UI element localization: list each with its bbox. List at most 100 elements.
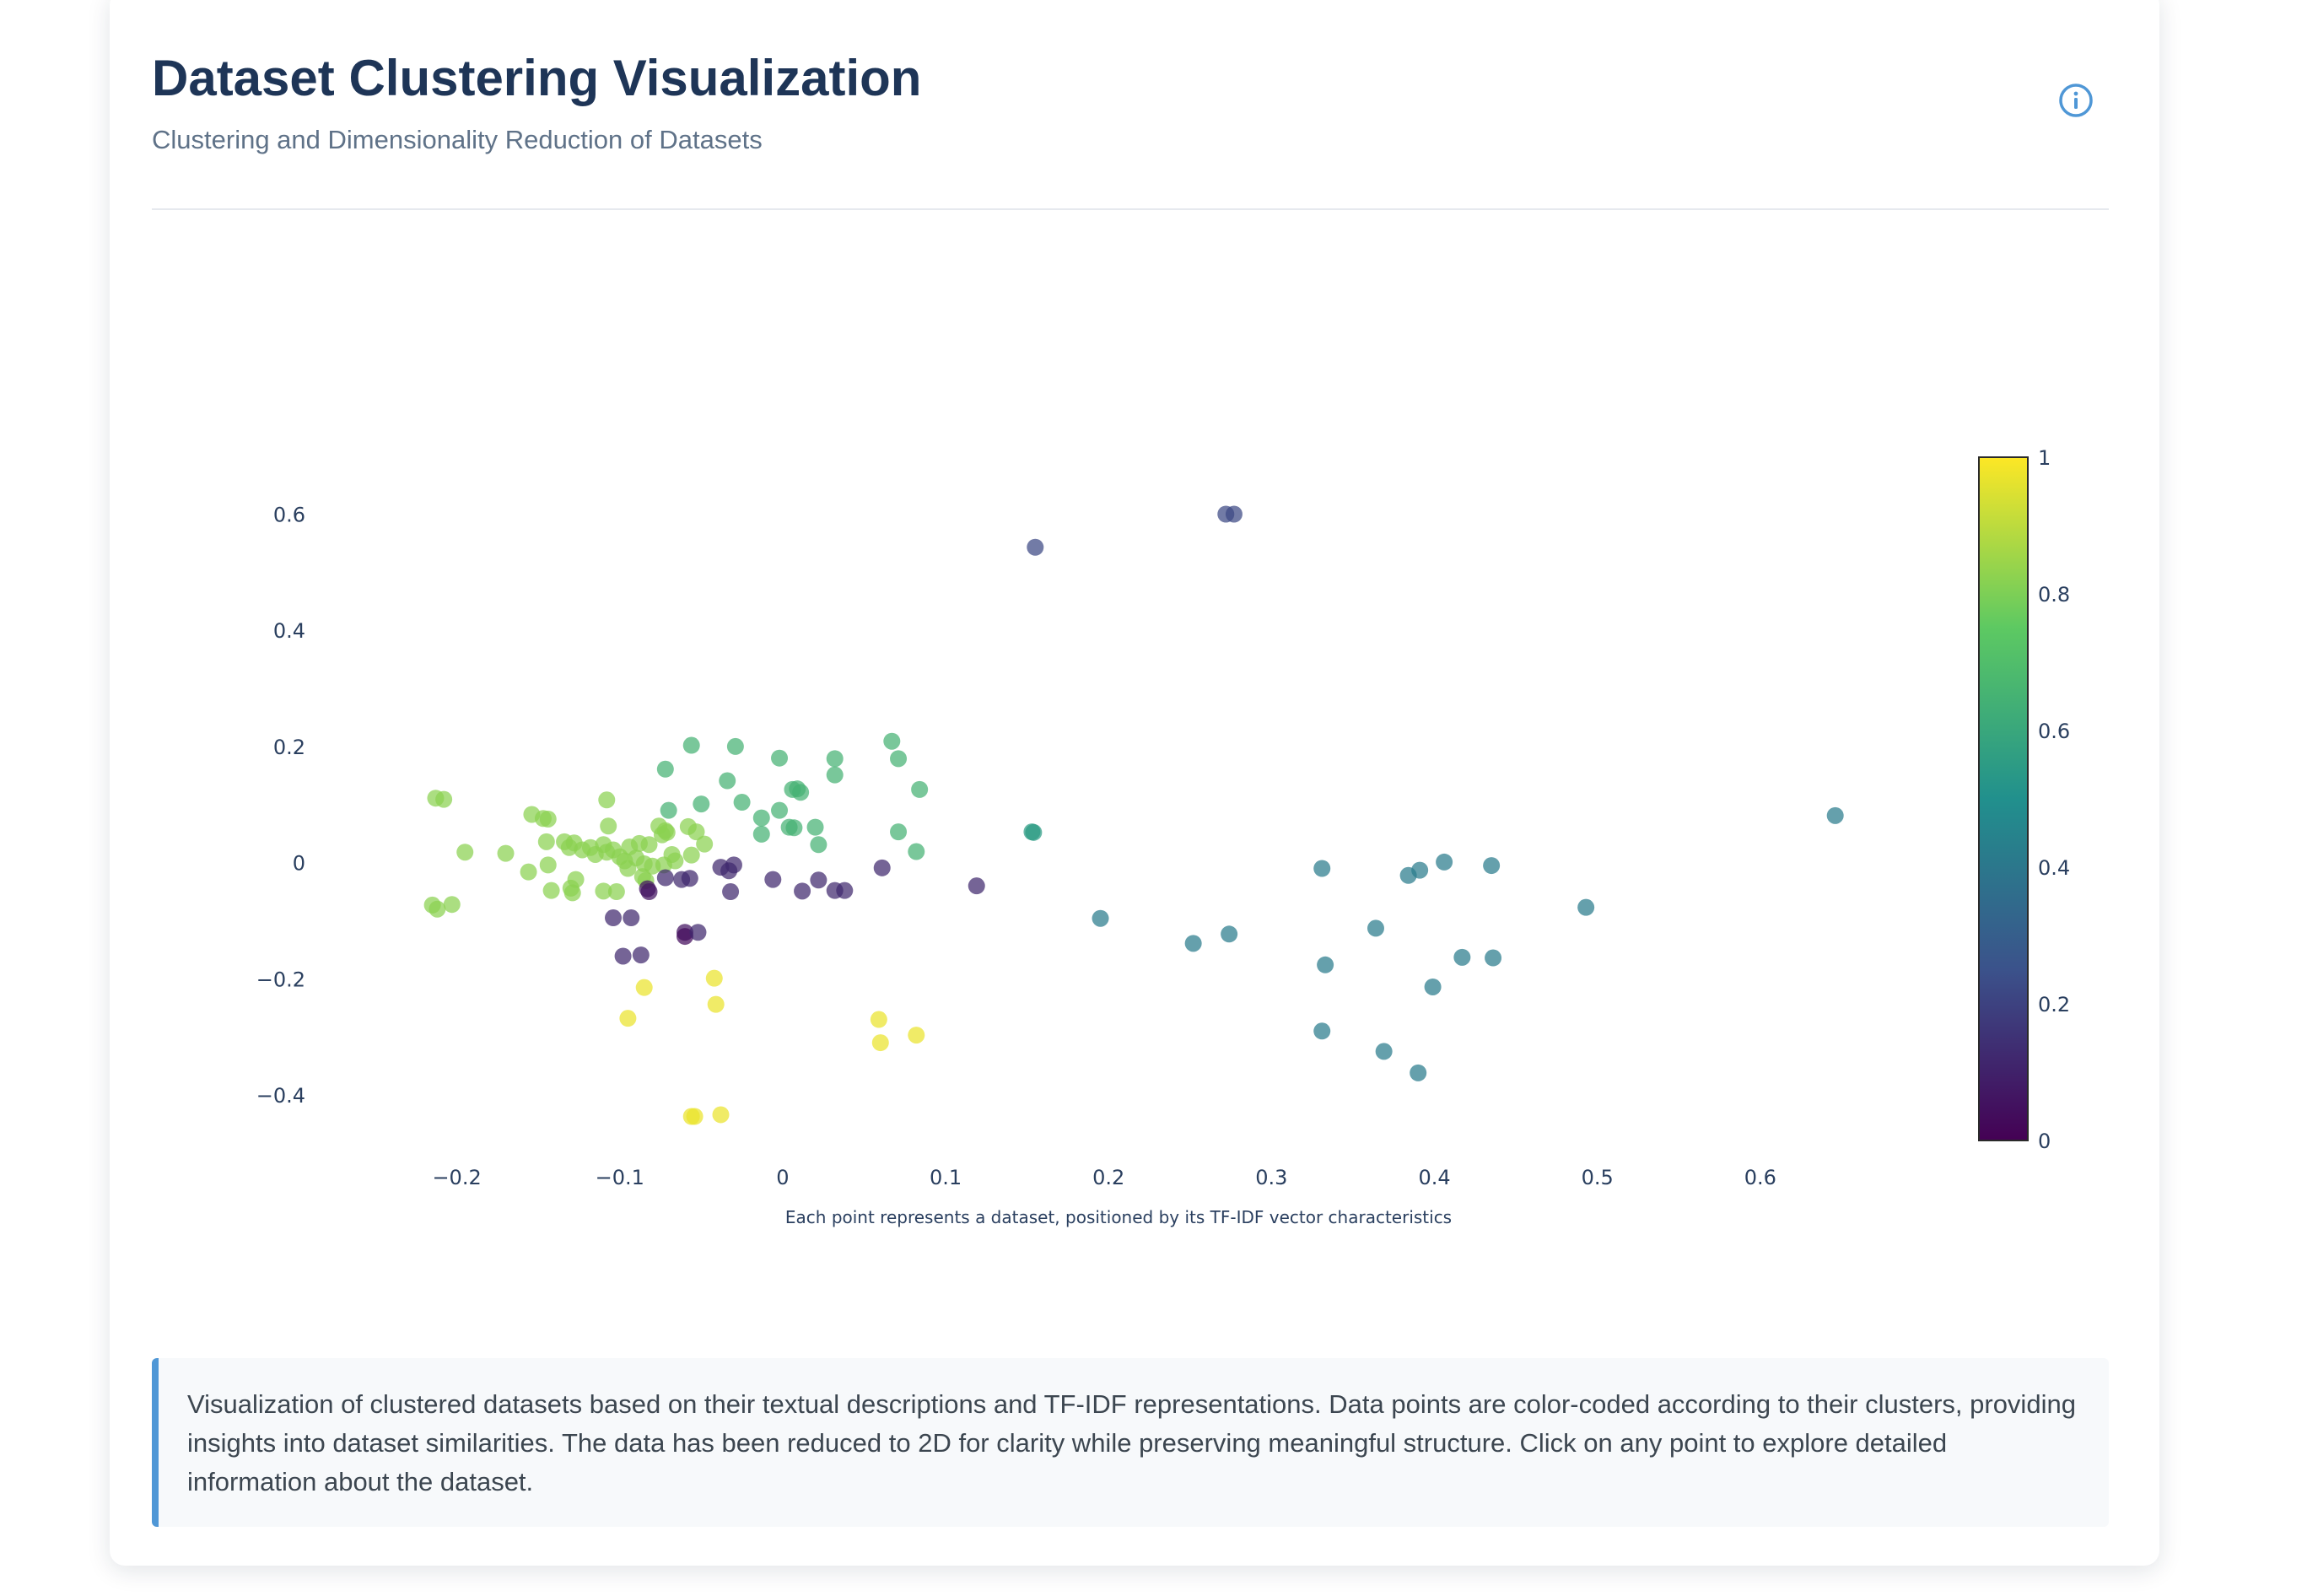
x-tick-label: −0.1 [596, 1166, 644, 1189]
data-point[interactable] [666, 852, 684, 870]
data-point[interactable] [792, 784, 810, 801]
data-point[interactable] [752, 809, 770, 827]
data-point[interactable] [719, 772, 736, 790]
data-point[interactable] [752, 825, 770, 843]
data-point[interactable] [883, 732, 901, 750]
data-point[interactable] [456, 844, 474, 861]
data-point[interactable] [968, 877, 985, 895]
data-point[interactable] [658, 823, 676, 841]
data-point[interactable] [1027, 538, 1044, 556]
data-point[interactable] [1184, 935, 1202, 952]
data-point[interactable] [595, 882, 612, 900]
data-point[interactable] [871, 1034, 889, 1052]
data-point[interactable] [1025, 823, 1043, 841]
data-point[interactable] [794, 882, 811, 900]
data-point[interactable] [542, 882, 560, 899]
data-point[interactable] [623, 909, 640, 927]
data-point[interactable] [682, 736, 700, 754]
data-point[interactable] [656, 760, 674, 778]
data-point[interactable] [539, 810, 557, 828]
data-point[interactable] [497, 844, 515, 862]
data-point[interactable] [1436, 853, 1453, 871]
x-tick-label: 0.5 [1582, 1166, 1614, 1189]
data-point[interactable] [1826, 806, 1844, 824]
data-point[interactable] [1577, 898, 1595, 916]
y-tick-label: 0.2 [273, 736, 305, 759]
data-point[interactable] [563, 884, 581, 902]
data-point[interactable] [705, 969, 723, 987]
data-point[interactable] [640, 883, 658, 901]
y-tick-label: 0.4 [273, 619, 305, 643]
data-point[interactable] [682, 846, 700, 864]
data-point[interactable] [1313, 1022, 1331, 1040]
data-point[interactable] [908, 843, 925, 860]
data-point[interactable] [693, 795, 710, 813]
data-point[interactable] [1225, 505, 1243, 523]
data-point[interactable] [836, 882, 854, 899]
data-point[interactable] [605, 909, 623, 927]
data-point[interactable] [810, 836, 827, 854]
data-point[interactable] [520, 863, 537, 881]
data-point[interactable] [635, 979, 653, 996]
data-point[interactable] [598, 791, 616, 809]
data-point[interactable] [1375, 1043, 1393, 1060]
data-point[interactable] [567, 871, 585, 888]
data-point[interactable] [1411, 861, 1429, 879]
data-point[interactable] [429, 900, 446, 918]
data-point[interactable] [1410, 1064, 1427, 1081]
x-axis: −0.2 −0.1 0 0.1 0.2 0.3 0.4 0.5 0.6 [432, 1166, 1776, 1189]
data-point[interactable] [1483, 857, 1501, 875]
data-point[interactable] [873, 859, 891, 876]
data-point[interactable] [712, 1106, 730, 1124]
data-point[interactable] [1313, 860, 1331, 877]
data-point[interactable] [890, 823, 908, 841]
data-point[interactable] [677, 928, 693, 946]
data-point[interactable] [726, 737, 744, 755]
data-point[interactable] [607, 883, 625, 901]
data-point[interactable] [686, 1108, 703, 1125]
data-point[interactable] [656, 869, 674, 887]
data-point[interactable] [911, 780, 929, 798]
data-point[interactable] [1485, 949, 1502, 967]
data-point[interactable] [681, 870, 698, 887]
data-point[interactable] [1221, 925, 1238, 943]
data-point[interactable] [1317, 956, 1334, 973]
data-point[interactable] [908, 1027, 925, 1044]
data-point[interactable] [870, 1011, 887, 1028]
data-point[interactable] [771, 749, 789, 767]
data-point[interactable] [826, 766, 844, 784]
data-point[interactable] [619, 1010, 637, 1027]
colorbar-tick-label: 0.8 [2038, 583, 2070, 607]
data-point[interactable] [733, 794, 751, 811]
x-tick-label: 0.3 [1255, 1166, 1287, 1189]
data-point[interactable] [771, 801, 789, 819]
data-point[interactable] [1092, 909, 1109, 927]
data-point[interactable] [689, 924, 707, 941]
data-point[interactable] [725, 856, 742, 874]
data-point[interactable] [1367, 919, 1384, 937]
x-tick-label: 0.6 [1744, 1166, 1776, 1189]
data-point[interactable] [764, 871, 782, 888]
description-text: Visualization of clustered datasets base… [187, 1389, 2076, 1496]
data-point[interactable] [687, 823, 705, 841]
data-point[interactable] [696, 835, 714, 853]
data-point[interactable] [539, 856, 557, 874]
data-point[interactable] [443, 896, 461, 914]
data-point[interactable] [537, 833, 555, 850]
info-circle-icon[interactable] [2058, 83, 2094, 118]
data-point[interactable] [435, 790, 453, 808]
data-point[interactable] [614, 947, 632, 965]
data-point[interactable] [890, 750, 908, 768]
data-point[interactable] [1424, 978, 1442, 995]
data-point[interactable] [632, 946, 650, 964]
data-point[interactable] [1453, 948, 1471, 966]
data-point[interactable] [600, 817, 617, 835]
data-point[interactable] [810, 871, 827, 889]
data-point[interactable] [806, 818, 824, 836]
data-point[interactable] [707, 995, 725, 1013]
data-point[interactable] [722, 883, 740, 901]
data-point[interactable] [640, 836, 658, 854]
data-point[interactable] [785, 819, 803, 837]
data-point[interactable] [826, 750, 844, 768]
data-point[interactable] [660, 801, 677, 819]
